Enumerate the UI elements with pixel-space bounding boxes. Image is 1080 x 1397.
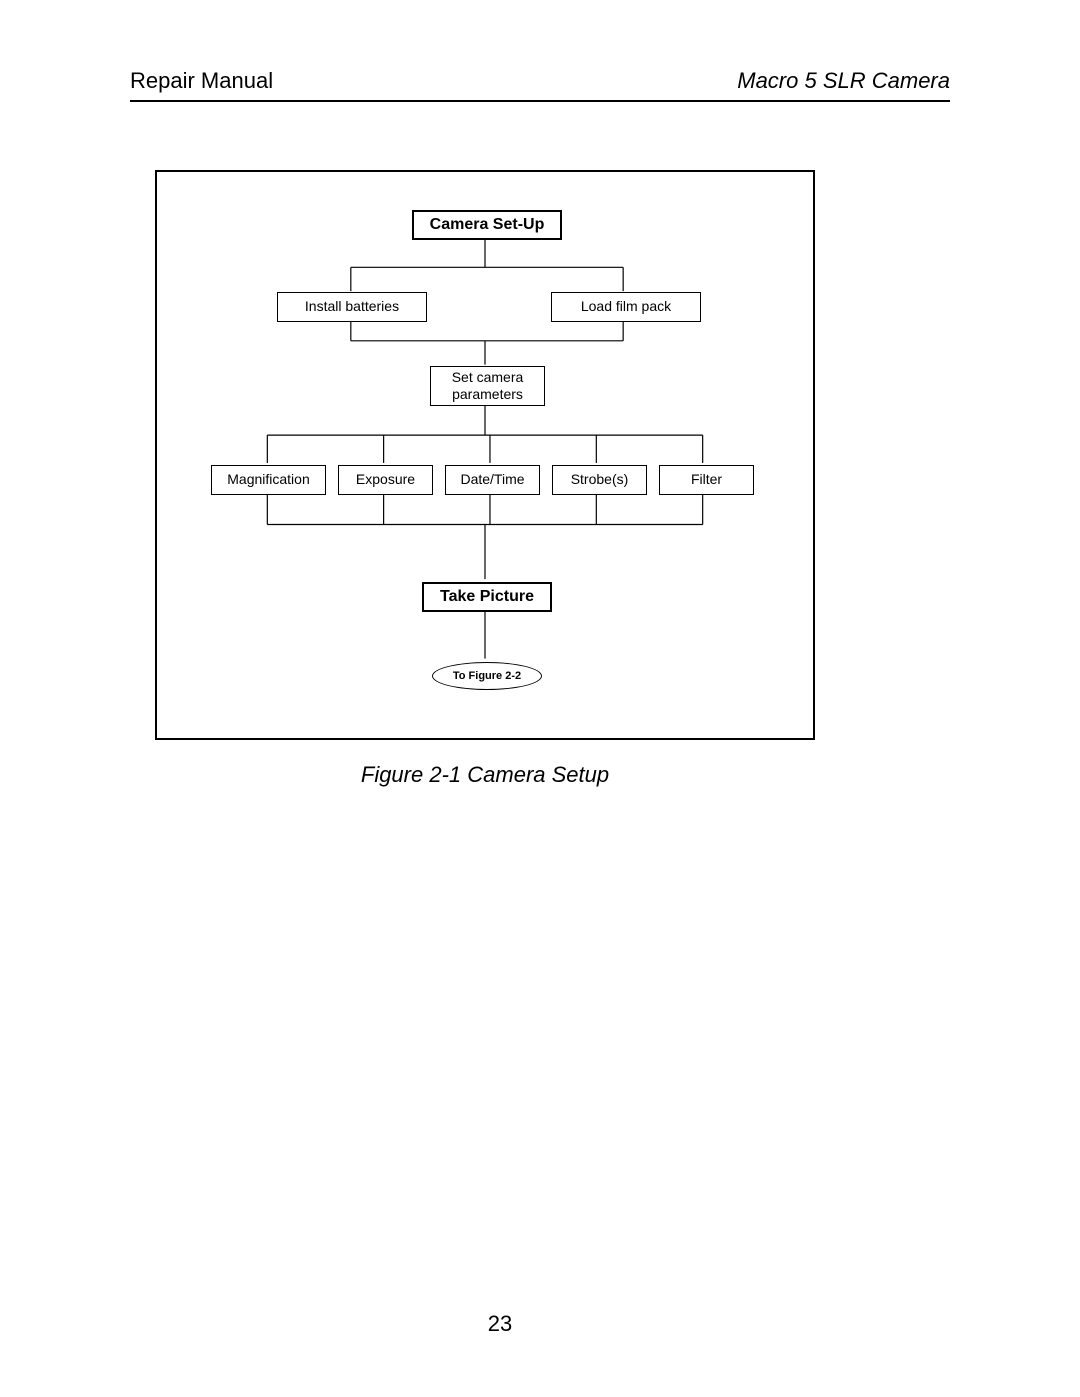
node-filter: Filter [659, 465, 754, 495]
node-magnification: Magnification [211, 465, 326, 495]
header-left: Repair Manual [130, 68, 273, 94]
node-label: Set camera parameters [437, 369, 538, 404]
flowchart-camera-setup: Camera Set-Up Install batteries Load fil… [155, 170, 815, 740]
node-strobes: Strobe(s) [552, 465, 647, 495]
node-label: Camera Set-Up [430, 215, 545, 235]
node-exposure: Exposure [338, 465, 433, 495]
node-label: Load film pack [581, 298, 671, 316]
node-label: Date/Time [460, 471, 524, 489]
page-number: 23 [0, 1311, 1000, 1337]
node-load-film-pack: Load film pack [551, 292, 701, 322]
node-set-camera-parameters: Set camera parameters [430, 366, 545, 406]
node-to-figure-2-2: To Figure 2-2 [432, 662, 542, 690]
node-label: Magnification [227, 471, 310, 489]
header-right: Macro 5 SLR Camera [737, 68, 950, 94]
figure-caption: Figure 2-1 Camera Setup [0, 762, 970, 788]
node-camera-setup: Camera Set-Up [412, 210, 562, 240]
node-label: Install batteries [305, 298, 399, 316]
node-label: To Figure 2-2 [453, 670, 521, 682]
page-header: Repair Manual Macro 5 SLR Camera [130, 68, 950, 102]
node-take-picture: Take Picture [422, 582, 552, 612]
node-install-batteries: Install batteries [277, 292, 427, 322]
node-label: Strobe(s) [571, 471, 629, 489]
flowchart-connectors [157, 172, 813, 738]
node-label: Take Picture [440, 587, 534, 607]
node-date-time: Date/Time [445, 465, 540, 495]
node-label: Filter [691, 471, 722, 489]
node-label: Exposure [356, 471, 415, 489]
